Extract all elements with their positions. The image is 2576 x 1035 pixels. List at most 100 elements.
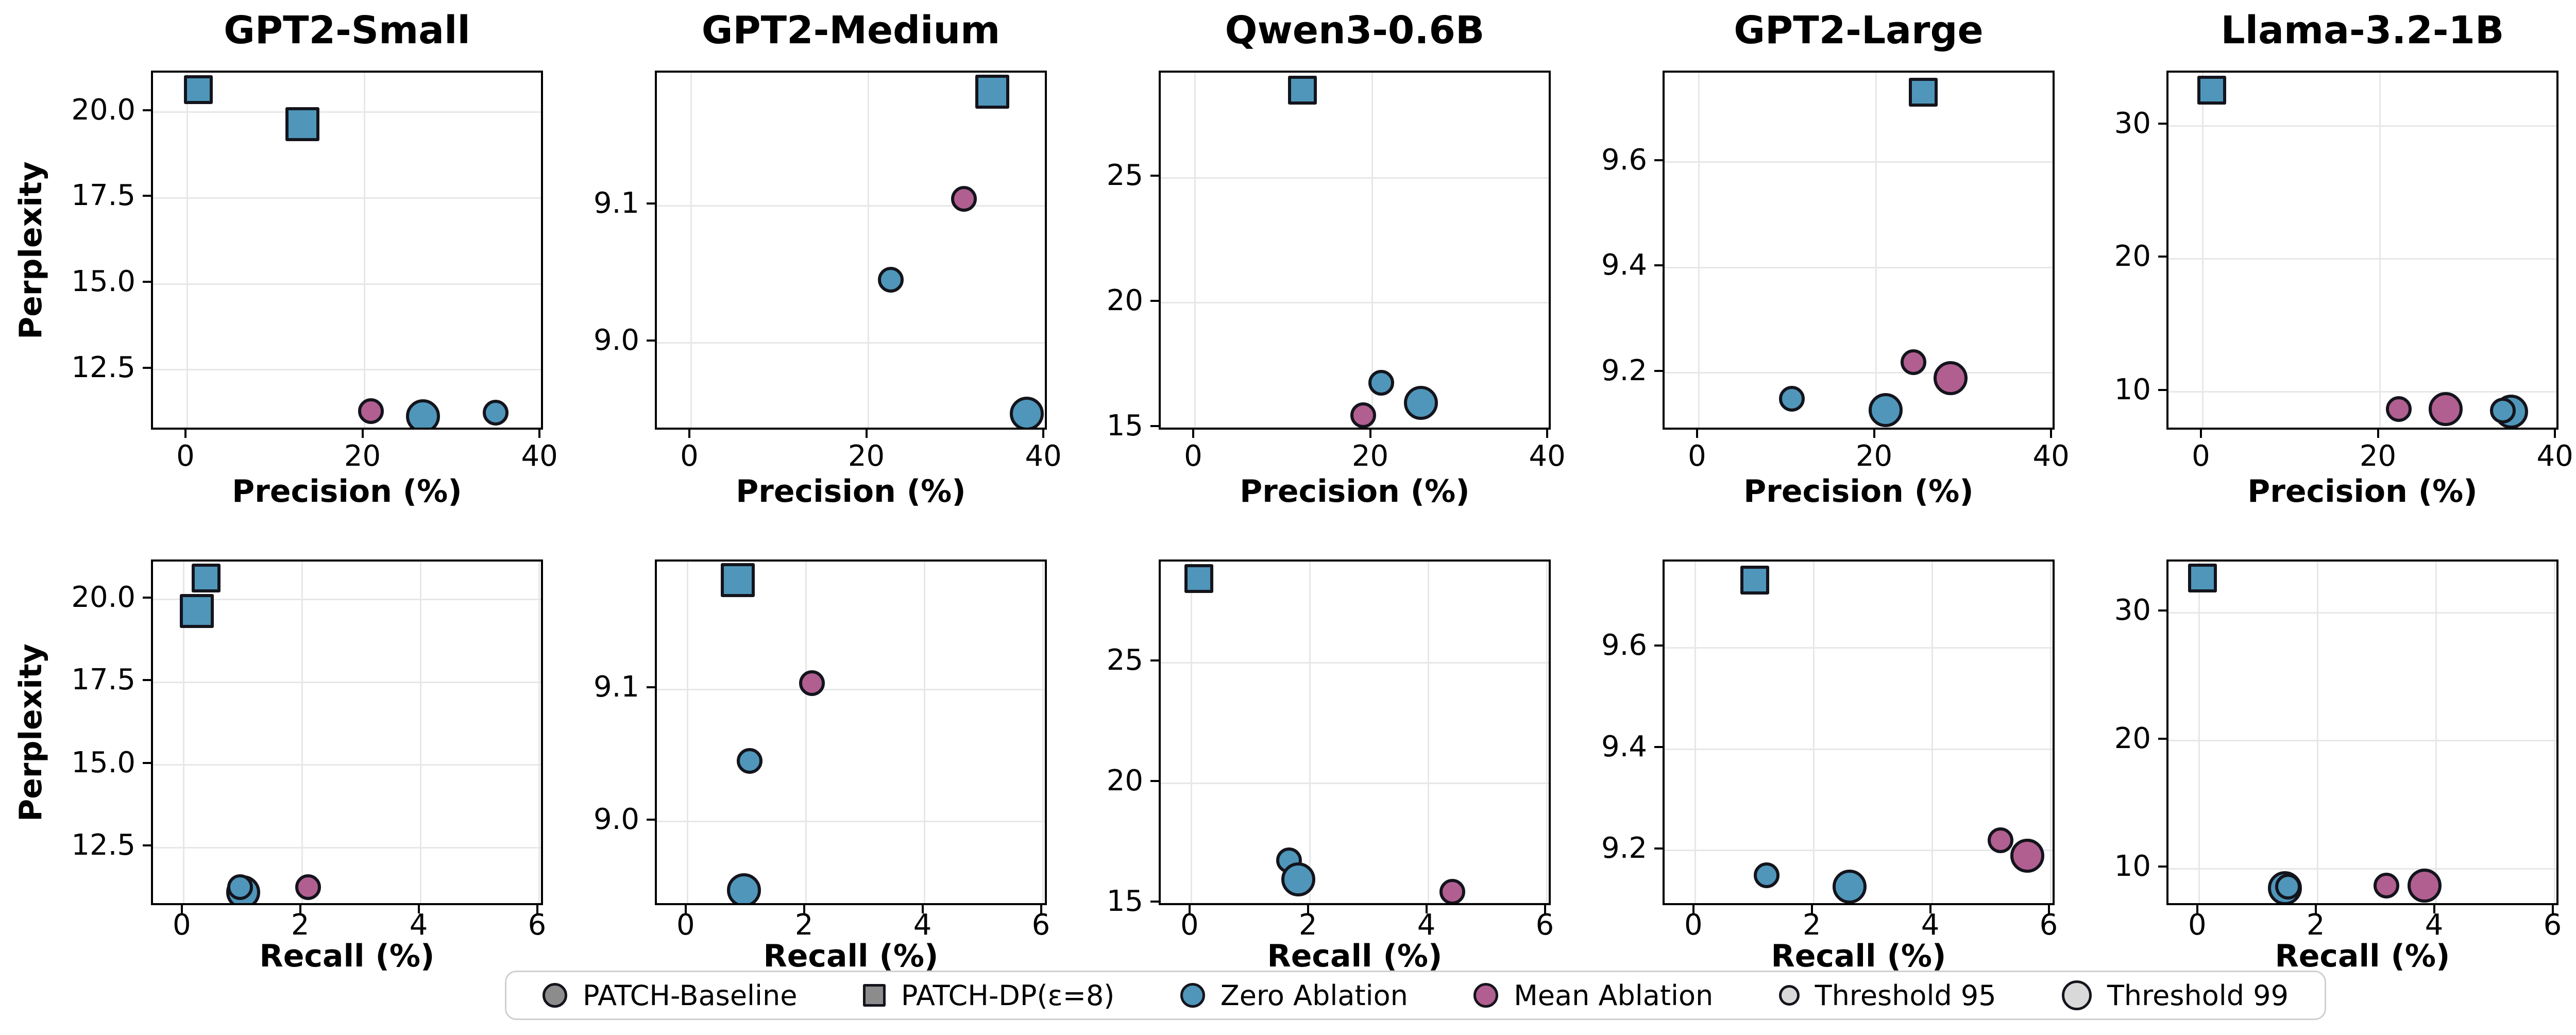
x-tick-label: 0 <box>1184 439 1202 473</box>
gridline-horizontal <box>1161 302 1549 304</box>
marker-zero-baseline-99 <box>726 873 761 903</box>
gridline-vertical <box>1191 562 1193 903</box>
legend-label: Mean Ablation <box>1514 979 1714 1012</box>
plot-area <box>151 71 543 430</box>
x-tick-mark <box>2551 905 2554 913</box>
y-tick-mark <box>2158 388 2166 391</box>
x-tick-mark <box>2196 905 2198 913</box>
gridline-horizontal <box>153 846 541 849</box>
y-tick-mark <box>1654 264 1663 267</box>
gridline-vertical <box>687 562 689 903</box>
y-tick-label: 30 <box>2114 593 2151 627</box>
marker-zero-baseline-95 <box>1368 370 1394 396</box>
y-tick-label: 20 <box>2114 721 2151 755</box>
gridline-vertical <box>1044 73 1045 428</box>
gridline-horizontal <box>153 197 541 199</box>
y-tick-label: 15.0 <box>71 745 135 779</box>
marker-zero-dp-95 <box>183 75 213 105</box>
x-axis-label: Precision (%) <box>1240 473 1470 510</box>
gridline-vertical <box>1546 562 1548 903</box>
subplot-title: GPT2-Medium <box>701 8 1001 53</box>
y-tick-label: 20 <box>1106 283 1143 317</box>
marker-zero-baseline-95 <box>482 400 509 426</box>
legend-label: Threshold 99 <box>2107 979 2289 1012</box>
x-tick-label: 0 <box>1688 439 1706 473</box>
y-tick-label: 12.5 <box>71 828 135 862</box>
plot-area <box>1663 559 2055 905</box>
x-tick-label: 0 <box>676 908 695 942</box>
gridline-horizontal <box>153 283 541 285</box>
marker-zero-baseline-99 <box>1832 869 1867 903</box>
y-tick-label: 25 <box>2552 132 2576 161</box>
y-tick-label: 15 <box>1106 409 1143 443</box>
legend-label: PATCH-DP(ε=8) <box>901 979 1115 1012</box>
y-tick-label: 20 <box>2114 240 2151 274</box>
gridline-horizontal <box>657 821 1045 823</box>
y-tick-label: 9.6 <box>1601 629 1647 663</box>
marker-zero-baseline-95 <box>1779 385 1805 412</box>
x-tick-label: 4 <box>409 908 428 942</box>
y-tick-mark <box>647 340 655 342</box>
gridline-vertical <box>2050 562 2052 903</box>
y-tick-mark <box>143 761 151 764</box>
y-tick-mark <box>143 679 151 682</box>
x-axis-label: Recall (%) <box>763 938 939 974</box>
gridline-vertical <box>183 562 185 903</box>
x-tick-mark <box>688 430 690 438</box>
x-tick-label: 20 <box>1351 439 1389 473</box>
gridline-horizontal <box>1665 161 2053 163</box>
x-tick-mark <box>361 430 364 438</box>
marker-mean-baseline-95 <box>1900 349 1926 376</box>
y-tick-label: 9.2 <box>1601 831 1647 865</box>
x-axis-label: Recall (%) <box>2275 938 2450 974</box>
x-tick-label: 20 <box>344 439 381 473</box>
threshold-99-circle-icon <box>2061 980 2092 1010</box>
plot-area <box>2166 71 2558 430</box>
y-axis-label: Perplexity <box>13 161 49 340</box>
marker-zero-baseline-99 <box>1010 397 1044 428</box>
legend-item-threshold-95: Threshold 95 <box>1778 979 1996 1012</box>
x-tick-label: 40 <box>2536 439 2573 473</box>
x-tick-label: 4 <box>913 908 932 942</box>
x-tick-mark <box>536 905 538 913</box>
gridline-vertical <box>301 562 303 903</box>
y-tick-label: 9.4 <box>1601 248 1647 282</box>
y-tick-mark <box>2158 866 2166 868</box>
marker-zero-dp-95 <box>1184 564 1213 593</box>
x-tick-mark <box>1040 905 1042 913</box>
marker-mean-baseline-95 <box>2374 872 2400 898</box>
y-axis-label: Perplexity <box>13 643 49 822</box>
x-tick-mark <box>2433 905 2435 913</box>
plot-area <box>655 559 1047 905</box>
marker-mean-baseline-95 <box>295 874 321 901</box>
x-axis-label: Precision (%) <box>736 473 966 510</box>
plot-area <box>2166 559 2558 905</box>
x-tick-label: 0 <box>176 439 195 473</box>
gridline-horizontal <box>1161 177 1549 179</box>
gridline-horizontal <box>1665 850 2053 852</box>
threshold-95-circle-icon <box>1778 985 1800 1006</box>
x-tick-label: 4 <box>2425 908 2444 942</box>
x-tick-label: 4 <box>1921 908 1940 942</box>
gridline-horizontal <box>1161 661 1549 664</box>
gridline-horizontal <box>2168 125 2556 127</box>
marker-zero-dp-95 <box>192 564 221 593</box>
x-tick-label: 2 <box>1298 908 1317 942</box>
x-axis-label: Precision (%) <box>232 473 462 510</box>
gridline-vertical <box>1698 73 1700 428</box>
gridline-vertical <box>2052 73 2053 428</box>
y-tick-label: 25 <box>1106 643 1143 677</box>
x-tick-label: 2 <box>2306 908 2325 942</box>
x-tick-mark <box>2050 430 2053 438</box>
y-tick-mark <box>1150 175 1159 177</box>
legend-item-mean-ablation: Mean Ablation <box>1473 979 1713 1012</box>
y-tick-mark <box>143 844 151 847</box>
gridline-horizontal <box>153 599 541 601</box>
y-tick-mark <box>647 202 655 205</box>
y-tick-label: 20.0 <box>71 93 135 127</box>
plot-area <box>1663 71 2055 430</box>
subplot-title: Qwen3-0.6B <box>1225 8 1485 53</box>
x-tick-mark <box>1307 905 1309 913</box>
marker-mean-baseline-99 <box>1933 361 1968 395</box>
x-tick-mark <box>184 430 187 438</box>
